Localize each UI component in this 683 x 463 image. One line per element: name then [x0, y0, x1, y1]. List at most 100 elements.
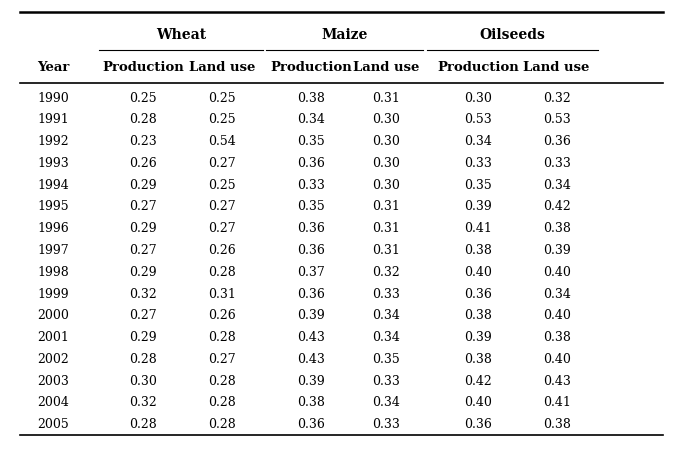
Text: 2005: 2005	[38, 418, 69, 431]
Text: 2002: 2002	[38, 353, 69, 366]
Text: 0.32: 0.32	[130, 396, 157, 409]
Text: 0.27: 0.27	[208, 222, 236, 235]
Text: 0.39: 0.39	[297, 375, 324, 388]
Text: 0.30: 0.30	[130, 375, 157, 388]
Text: 0.39: 0.39	[297, 309, 324, 322]
Text: 0.28: 0.28	[208, 375, 236, 388]
Text: 1999: 1999	[38, 288, 69, 300]
Text: 0.27: 0.27	[208, 353, 236, 366]
Text: 0.43: 0.43	[297, 353, 324, 366]
Text: 0.34: 0.34	[372, 309, 400, 322]
Text: Land use: Land use	[352, 61, 419, 74]
Text: 0.29: 0.29	[130, 179, 157, 192]
Text: 0.54: 0.54	[208, 135, 236, 148]
Text: 0.31: 0.31	[208, 288, 236, 300]
Text: 0.33: 0.33	[543, 157, 570, 170]
Text: 0.40: 0.40	[464, 266, 492, 279]
Text: 0.26: 0.26	[208, 244, 236, 257]
Text: 0.26: 0.26	[208, 309, 236, 322]
Text: 0.28: 0.28	[130, 418, 157, 431]
Text: 0.26: 0.26	[130, 157, 157, 170]
Text: 0.31: 0.31	[372, 244, 400, 257]
Text: 0.36: 0.36	[543, 135, 570, 148]
Text: 0.40: 0.40	[464, 396, 492, 409]
Text: 0.38: 0.38	[543, 222, 570, 235]
Text: 0.33: 0.33	[372, 375, 400, 388]
Text: 0.31: 0.31	[372, 92, 400, 105]
Text: 0.38: 0.38	[543, 331, 570, 344]
Text: 0.25: 0.25	[130, 92, 157, 105]
Text: 0.40: 0.40	[543, 309, 570, 322]
Text: 0.34: 0.34	[543, 288, 570, 300]
Text: 0.34: 0.34	[543, 179, 570, 192]
Text: 0.25: 0.25	[208, 113, 236, 126]
Text: 0.30: 0.30	[372, 135, 400, 148]
Text: 2003: 2003	[38, 375, 70, 388]
Text: 0.36: 0.36	[464, 418, 492, 431]
Text: 0.27: 0.27	[208, 157, 236, 170]
Text: 0.32: 0.32	[543, 92, 570, 105]
Text: 0.33: 0.33	[464, 157, 492, 170]
Text: 0.40: 0.40	[543, 353, 570, 366]
Text: 0.33: 0.33	[372, 418, 400, 431]
Text: 1992: 1992	[38, 135, 69, 148]
Text: 0.30: 0.30	[372, 113, 400, 126]
Text: 0.31: 0.31	[372, 200, 400, 213]
Text: 0.43: 0.43	[543, 375, 570, 388]
Text: 0.34: 0.34	[372, 396, 400, 409]
Text: 0.27: 0.27	[130, 309, 157, 322]
Text: 0.28: 0.28	[208, 396, 236, 409]
Text: 0.41: 0.41	[543, 396, 570, 409]
Text: 0.27: 0.27	[130, 200, 157, 213]
Text: 0.40: 0.40	[543, 266, 570, 279]
Text: 0.36: 0.36	[297, 157, 324, 170]
Text: 0.27: 0.27	[130, 244, 157, 257]
Text: 0.30: 0.30	[372, 157, 400, 170]
Text: 0.38: 0.38	[297, 92, 324, 105]
Text: 2004: 2004	[38, 396, 70, 409]
Text: 0.38: 0.38	[464, 353, 492, 366]
Text: 0.37: 0.37	[297, 266, 324, 279]
Text: 0.53: 0.53	[543, 113, 570, 126]
Text: 0.29: 0.29	[130, 331, 157, 344]
Text: 0.30: 0.30	[372, 179, 400, 192]
Text: 0.35: 0.35	[297, 200, 324, 213]
Text: 0.53: 0.53	[464, 113, 492, 126]
Text: Land use: Land use	[523, 61, 590, 74]
Text: 0.28: 0.28	[208, 266, 236, 279]
Text: Year: Year	[38, 61, 70, 74]
Text: 0.32: 0.32	[130, 288, 157, 300]
Text: 1991: 1991	[38, 113, 69, 126]
Text: 0.28: 0.28	[208, 418, 236, 431]
Text: 0.31: 0.31	[372, 222, 400, 235]
Text: Wheat: Wheat	[156, 28, 206, 42]
Text: 0.39: 0.39	[464, 331, 492, 344]
Text: 1996: 1996	[38, 222, 69, 235]
Text: 0.29: 0.29	[130, 222, 157, 235]
Text: 0.29: 0.29	[130, 266, 157, 279]
Text: 0.34: 0.34	[297, 113, 324, 126]
Text: 0.32: 0.32	[372, 266, 400, 279]
Text: 0.39: 0.39	[464, 200, 492, 213]
Text: 0.25: 0.25	[208, 92, 236, 105]
Text: 2001: 2001	[38, 331, 70, 344]
Text: 1990: 1990	[38, 92, 69, 105]
Text: 0.34: 0.34	[372, 331, 400, 344]
Text: 0.33: 0.33	[372, 288, 400, 300]
Text: 0.42: 0.42	[464, 375, 492, 388]
Text: 0.36: 0.36	[297, 288, 324, 300]
Text: 0.35: 0.35	[464, 179, 492, 192]
Text: 1993: 1993	[38, 157, 69, 170]
Text: Production: Production	[270, 61, 352, 74]
Text: 0.34: 0.34	[464, 135, 492, 148]
Text: 0.35: 0.35	[297, 135, 324, 148]
Text: 0.36: 0.36	[297, 222, 324, 235]
Text: 0.43: 0.43	[297, 331, 324, 344]
Text: Production: Production	[437, 61, 519, 74]
Text: 0.28: 0.28	[208, 331, 236, 344]
Text: 0.33: 0.33	[297, 179, 324, 192]
Text: 0.36: 0.36	[464, 288, 492, 300]
Text: 0.39: 0.39	[543, 244, 570, 257]
Text: 0.25: 0.25	[208, 179, 236, 192]
Text: 0.36: 0.36	[297, 418, 324, 431]
